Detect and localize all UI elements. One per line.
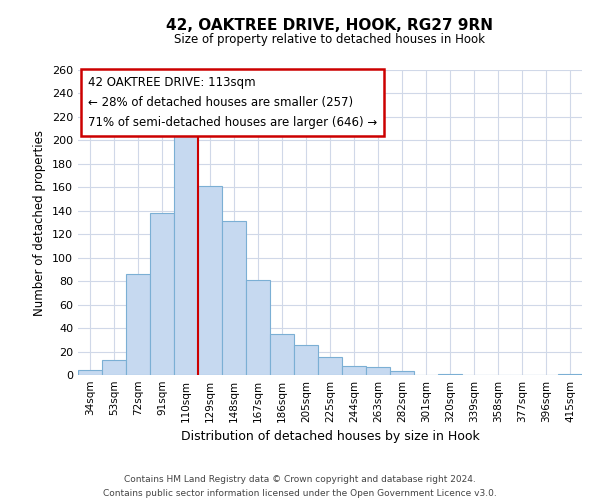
Y-axis label: Number of detached properties: Number of detached properties	[34, 130, 46, 316]
Text: 42, OAKTREE DRIVE, HOOK, RG27 9RN: 42, OAKTREE DRIVE, HOOK, RG27 9RN	[167, 18, 493, 32]
Bar	[342, 366, 366, 375]
Bar	[270, 334, 294, 375]
Bar	[294, 344, 318, 375]
Bar	[78, 370, 102, 375]
Bar	[438, 374, 462, 375]
Bar	[198, 186, 222, 375]
Bar	[390, 372, 414, 375]
Bar	[102, 360, 126, 375]
Text: Contains HM Land Registry data © Crown copyright and database right 2024.
Contai: Contains HM Land Registry data © Crown c…	[103, 476, 497, 498]
X-axis label: Distribution of detached houses by size in Hook: Distribution of detached houses by size …	[181, 430, 479, 444]
Text: Size of property relative to detached houses in Hook: Size of property relative to detached ho…	[175, 32, 485, 46]
Text: 42 OAKTREE DRIVE: 113sqm
← 28% of detached houses are smaller (257)
71% of semi-: 42 OAKTREE DRIVE: 113sqm ← 28% of detach…	[88, 76, 377, 129]
Bar	[558, 374, 582, 375]
Bar	[174, 130, 198, 375]
Bar	[366, 367, 390, 375]
Bar	[246, 280, 270, 375]
Bar	[126, 274, 150, 375]
Bar	[222, 222, 246, 375]
Bar	[318, 358, 342, 375]
Bar	[150, 213, 174, 375]
